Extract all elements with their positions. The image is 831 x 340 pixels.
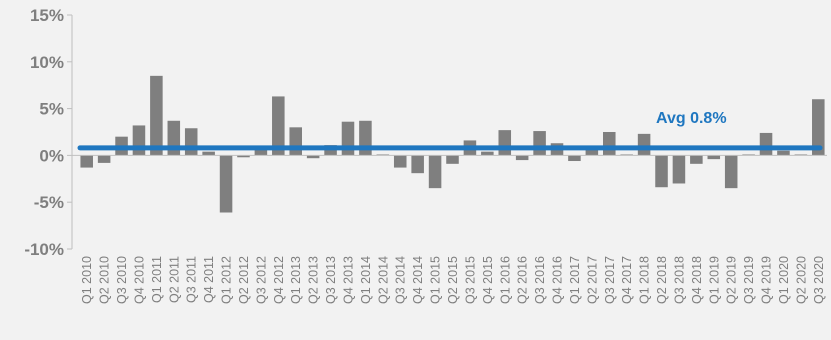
x-tick-label: Q4 2017 [620, 256, 634, 304]
bar [568, 155, 581, 162]
bar [184, 128, 198, 156]
x-tick-label: Q1 2019 [707, 256, 721, 304]
x-tick-label: Q1 2010 [80, 256, 94, 304]
bar [150, 75, 163, 156]
x-tick-label: Q2 2015 [446, 256, 460, 304]
bar [481, 151, 494, 156]
bar [672, 155, 686, 184]
x-tick-label: Q2 2014 [376, 256, 390, 304]
x-tick-label: Q3 2014 [394, 256, 408, 304]
bar [446, 155, 459, 164]
x-tick-label: Q4 2011 [202, 256, 216, 303]
bar [585, 148, 599, 156]
bar [272, 96, 285, 156]
x-tick-label: Q4 2014 [411, 256, 425, 304]
x-tick-label: Q3 2011 [185, 256, 199, 303]
x-tick-label: Q1 2012 [220, 256, 234, 304]
y-tick-label: -10% [24, 240, 64, 259]
bar [603, 132, 616, 156]
bar [724, 155, 738, 189]
bar [759, 132, 773, 156]
bar [428, 155, 442, 189]
bar [655, 155, 668, 188]
x-tick-label: Q4 2015 [481, 256, 495, 304]
x-tick-label: Q1 2018 [638, 256, 652, 304]
bar [202, 151, 215, 156]
x-tick-label: Q3 2013 [324, 256, 338, 304]
y-tick-label: 15% [30, 6, 64, 25]
x-tick-label: Q4 2012 [272, 256, 286, 304]
x-tick-label: Q2 2013 [307, 256, 321, 304]
x-tick-label: Q4 2019 [760, 256, 774, 304]
bar [533, 131, 546, 156]
bar [97, 155, 111, 163]
x-tick-label: Q4 2010 [132, 256, 146, 304]
bar [289, 127, 302, 156]
bar [498, 130, 512, 156]
bar [812, 99, 825, 156]
average-label: Avg 0.8% [656, 110, 727, 127]
y-tick-label: 0% [39, 146, 64, 165]
x-tick-label: Q4 2016 [551, 256, 565, 304]
bar [515, 155, 529, 161]
x-tick-label: Q3 2015 [463, 256, 477, 304]
bar [411, 155, 424, 174]
x-tick-label: Q1 2015 [429, 256, 443, 304]
y-tick-label: 5% [39, 100, 64, 119]
bar [219, 155, 233, 213]
x-tick-label: Q1 2016 [498, 256, 512, 304]
bar-series [80, 75, 825, 213]
y-axis-ticks: 15% 10% 5% 0% -5% -10% [24, 6, 64, 259]
y-tick-label: -5% [34, 193, 64, 212]
x-tick-label: Q2 2011 [167, 256, 181, 303]
x-tick-label: Q1 2011 [150, 256, 164, 303]
x-tick-label: Q4 2013 [341, 256, 355, 304]
x-tick-label: Q3 2019 [742, 256, 756, 304]
axes [67, 14, 827, 250]
x-tick-label: Q3 2012 [254, 256, 268, 304]
x-tick-label: Q2 2020 [794, 256, 808, 304]
bar [80, 155, 93, 168]
x-tick-label: Q3 2017 [603, 256, 617, 304]
bar [690, 155, 703, 164]
x-tick-label: Q2 2017 [585, 256, 599, 304]
x-axis-ticks: Q1 2010 Q2 2010 Q3 2010 Q4 2010 Q1 2011 Q2 20… [80, 256, 826, 304]
bar [306, 155, 320, 159]
x-tick-label: Q2 2019 [725, 256, 739, 304]
bar [254, 149, 268, 156]
bar [637, 133, 651, 156]
bar [707, 155, 721, 160]
x-tick-label: Q1 2020 [777, 256, 791, 304]
x-tick-label: Q2 2016 [516, 256, 530, 304]
bar [237, 155, 250, 158]
x-tick-label: Q1 2014 [359, 256, 373, 304]
x-tick-label: Q3 2010 [115, 256, 129, 304]
average-line-group: Avg 0.8% [77, 110, 823, 151]
x-tick-label: Q2 2012 [237, 256, 251, 304]
x-tick-label: Q2 2018 [655, 256, 669, 304]
x-tick-label: Q4 2018 [690, 256, 704, 304]
y-tick-label: 10% [30, 53, 64, 72]
x-tick-label: Q1 2017 [568, 256, 582, 304]
x-tick-label: Q3 2018 [672, 256, 686, 304]
bar [777, 150, 790, 156]
bar [393, 155, 407, 168]
x-tick-label: Q3 2020 [812, 256, 826, 304]
x-tick-label: Q2 2010 [98, 256, 112, 304]
bar [132, 125, 146, 156]
x-tick-label: Q1 2013 [289, 256, 303, 304]
x-tick-label: Q3 2016 [533, 256, 547, 304]
